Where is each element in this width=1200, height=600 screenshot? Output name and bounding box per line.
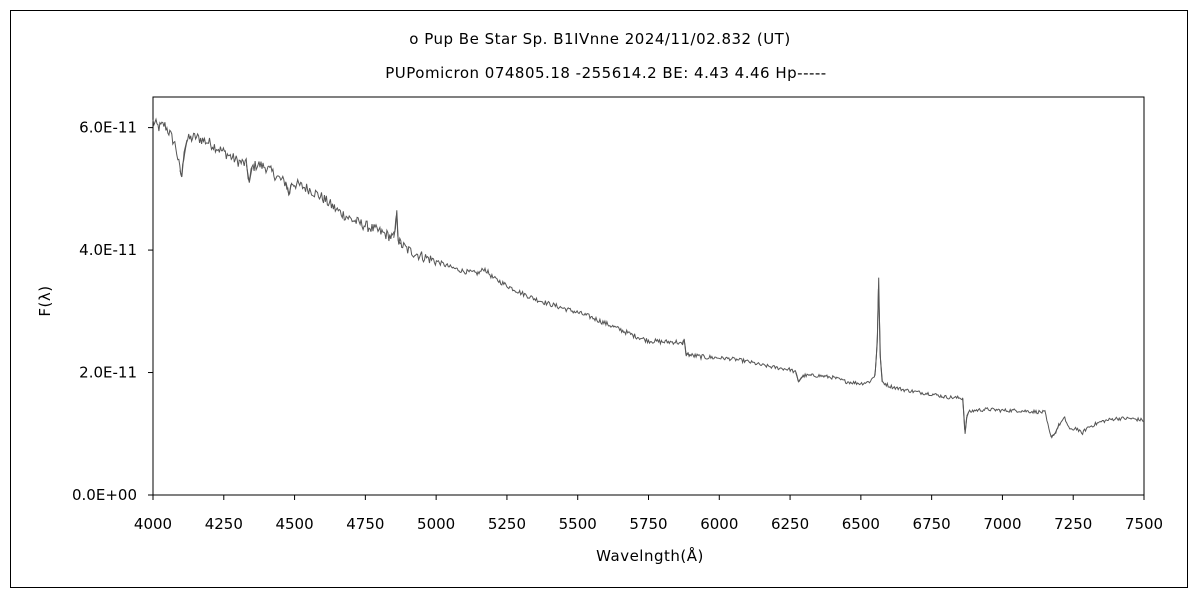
x-tick-label: 7000 (983, 515, 1021, 533)
spectrum-series-line (152, 117, 1145, 439)
y-tick-label: 2.0E-11 (79, 364, 137, 382)
x-tick-label: 5000 (417, 515, 455, 533)
y-tick-label: 0.0E+00 (72, 486, 137, 504)
y-axis-label: F(λ) (36, 285, 54, 316)
x-tick-label: 7250 (1054, 515, 1092, 533)
x-tick-label: 5750 (629, 515, 667, 533)
x-tick-label: 7500 (1125, 515, 1163, 533)
y-tick-label: 6.0E-11 (79, 119, 137, 137)
y-tick-label: 4.0E-11 (79, 241, 137, 259)
x-tick-label: 4750 (346, 515, 384, 533)
plot-area (152, 96, 1145, 496)
x-tick-label: 5500 (559, 515, 597, 533)
x-tick-label: 4000 (134, 515, 172, 533)
x-tick-label: 4500 (275, 515, 313, 533)
x-tick-label: 6250 (771, 515, 809, 533)
x-tick-label: 6500 (842, 515, 880, 533)
x-tick-label: 5250 (488, 515, 526, 533)
x-tick-label: 6750 (913, 515, 951, 533)
spectrum-line-features (179, 139, 1060, 438)
chart-subtitle: PUPomicron 074805.18 -255614.2 BE: 4.43 … (385, 64, 826, 82)
x-tick-label: 4250 (205, 515, 243, 533)
chart-frame (10, 10, 1188, 588)
x-axis-label: Wavelngth(Å) (596, 546, 704, 565)
x-tick-label: 6000 (700, 515, 738, 533)
chart-title: ο Pup Be Star Sp. B1IVnne 2024/11/02.832… (409, 30, 790, 48)
axis-ticks: 4000 4250 4500 4750 5000 5250 5500 5750 6000 6250… (72, 119, 1163, 533)
